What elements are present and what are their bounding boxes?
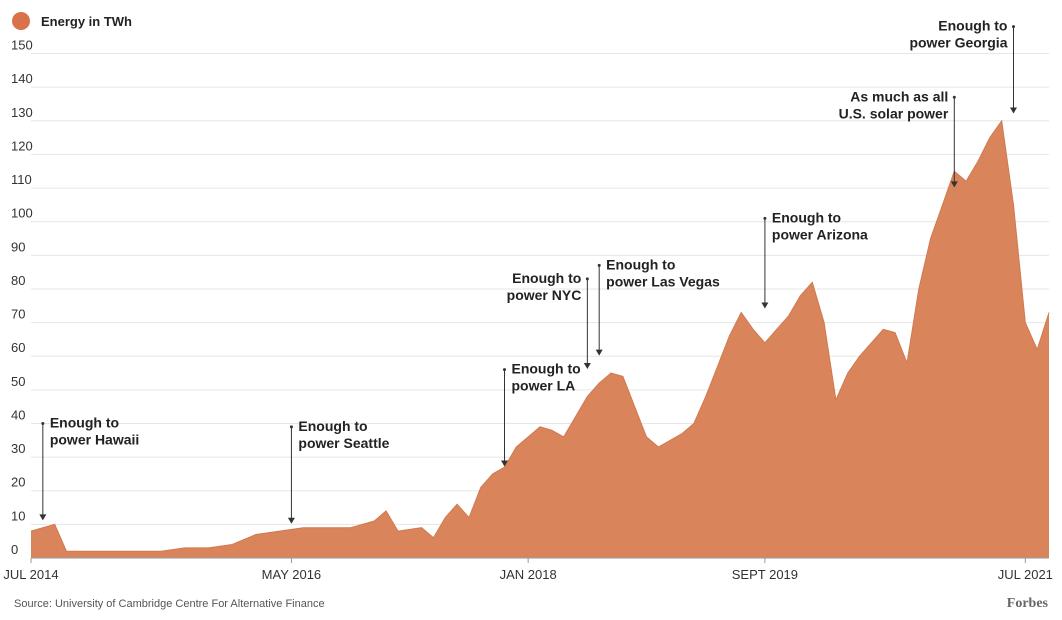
annotation-dot <box>597 263 601 267</box>
y-tick-label: 150 <box>11 38 33 53</box>
annotation-dot <box>289 425 293 429</box>
forbes-logo: Forbes <box>1006 596 1048 611</box>
annotation-arrowhead <box>595 349 603 356</box>
annotation-label: Enough to <box>50 414 119 430</box>
annotation-label: Enough to <box>606 256 675 272</box>
energy-area <box>31 120 1049 559</box>
legend-swatch <box>12 12 30 30</box>
y-tick-label: 60 <box>11 340 25 355</box>
annotation-dot <box>41 421 45 425</box>
x-tick-label: JAN 2018 <box>500 567 557 582</box>
source-note: Source: University of Cambridge Centre F… <box>14 598 325 610</box>
y-tick-label: 50 <box>11 374 25 389</box>
annotation-dot <box>1011 25 1015 29</box>
x-tick-label: JUL 2021 <box>998 567 1053 582</box>
annotation-dot <box>585 277 589 281</box>
y-tick-label: 40 <box>11 407 25 422</box>
annotation-dot <box>763 216 767 220</box>
annotation-label: Enough to <box>772 209 841 225</box>
x-tick-label: SEPT 2019 <box>732 567 798 582</box>
annotation-label: Enough to <box>512 270 581 286</box>
y-tick-label: 0 <box>11 542 18 557</box>
annotation-arrowhead <box>39 514 47 521</box>
y-tick-label: 10 <box>11 508 25 523</box>
y-tick-label: 130 <box>11 105 33 120</box>
legend-label: Energy in TWh <box>41 14 132 29</box>
annotation-label: power Georgia <box>909 35 1007 51</box>
annotation-label: power Seattle <box>298 435 389 451</box>
annotation-label: power Hawaii <box>50 431 139 447</box>
annotation-label: power NYC <box>507 287 582 303</box>
annotation-label: Enough to <box>938 18 1007 34</box>
y-tick-label: 80 <box>11 273 25 288</box>
annotation-label: U.S. solar power <box>839 105 949 121</box>
annotation-arrowhead <box>287 517 295 524</box>
annotation-label: power Arizona <box>772 226 868 242</box>
annotation-label: Enough to <box>298 418 367 434</box>
annotation-dot <box>952 95 956 99</box>
annotation-label: Enough to <box>511 361 580 377</box>
annotation-arrowhead <box>500 460 508 467</box>
annotation-label: power LA <box>511 378 575 394</box>
annotation-arrowhead <box>761 302 769 309</box>
y-tick-label: 30 <box>11 441 25 456</box>
annotation-label: power Las Vegas <box>606 273 720 289</box>
annotation-arrowhead <box>950 181 958 188</box>
annotation-arrowhead <box>1009 107 1017 114</box>
y-tick-label: 20 <box>11 475 25 490</box>
annotation-label: As much as all <box>850 88 948 104</box>
x-tick-label: JUL 2014 <box>3 567 58 582</box>
x-tick-label: MAY 2016 <box>262 567 322 582</box>
y-tick-label: 70 <box>11 307 25 322</box>
y-tick-label: 90 <box>11 239 25 254</box>
annotation-dot <box>502 368 506 372</box>
y-tick-label: 140 <box>11 71 33 86</box>
y-tick-label: 100 <box>11 206 33 221</box>
y-tick-label: 120 <box>11 138 33 153</box>
y-tick-label: 110 <box>11 172 32 187</box>
energy-line <box>30 119 1050 552</box>
annotation-arrowhead <box>583 363 591 370</box>
